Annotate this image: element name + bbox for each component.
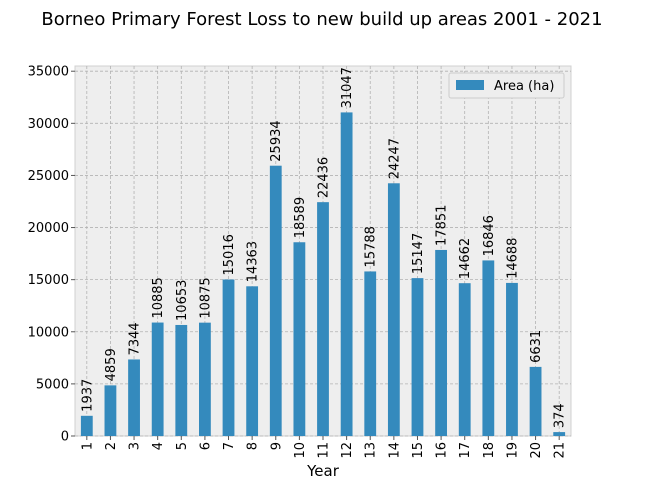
legend-label: Area (ha) — [494, 79, 554, 94]
bar — [482, 260, 495, 436]
data-label: 14688 — [505, 238, 520, 279]
legend-swatch — [456, 80, 484, 90]
x-tick-label: 16 — [435, 442, 450, 459]
bar — [364, 271, 377, 436]
x-tick-label: 6 — [198, 442, 213, 450]
data-label: 17851 — [435, 205, 450, 246]
data-label: 4859 — [104, 348, 119, 381]
bar — [222, 279, 235, 436]
x-tick-label: 21 — [553, 442, 568, 459]
x-axis: 1 2 3 4 5 6 7 8 9 10 11 12 13 14 15 16 17 18 19 20 21 — [80, 436, 568, 459]
data-label: 25934 — [269, 120, 284, 161]
data-label: 10885 — [151, 277, 166, 318]
y-tick-label: 20000 — [28, 221, 69, 236]
bar — [553, 432, 566, 436]
bar — [175, 324, 188, 436]
x-tick-label: 15 — [411, 442, 426, 459]
x-tick-label: 17 — [458, 442, 473, 459]
y-tick-label: 25000 — [28, 169, 69, 184]
bar — [104, 385, 117, 436]
data-label: 7344 — [128, 322, 143, 355]
bar — [151, 322, 164, 436]
x-tick-label: 4 — [151, 442, 166, 450]
x-tick-label: 10 — [293, 442, 308, 459]
data-label: 10875 — [198, 277, 213, 318]
data-label: 16846 — [482, 215, 497, 256]
bar — [246, 286, 259, 436]
data-label: 6631 — [529, 330, 544, 363]
bar — [506, 282, 518, 436]
data-label: 15147 — [411, 233, 426, 274]
x-tick-label: 20 — [529, 442, 544, 459]
data-label: 14662 — [458, 238, 473, 279]
data-label: 14363 — [246, 241, 261, 282]
x-tick-label: 18 — [482, 442, 497, 459]
x-tick-label: 13 — [364, 442, 379, 459]
y-tick-label: 30000 — [28, 117, 69, 132]
x-tick-label: 2 — [104, 442, 119, 450]
x-tick-label: 1 — [80, 442, 95, 450]
x-tick-label: 12 — [340, 442, 355, 459]
y-tick-label: 0 — [61, 430, 69, 445]
y-tick-label: 5000 — [36, 377, 69, 392]
y-axis: 0 5000 10000 15000 20000 25000 30000 35000 — [28, 65, 75, 445]
bar — [411, 278, 424, 436]
y-tick-label: 35000 — [28, 65, 69, 80]
y-tick-label: 15000 — [28, 273, 69, 288]
chart-title: Borneo Primary Forest Loss to new build … — [41, 9, 602, 30]
x-tick-label: 8 — [246, 442, 261, 450]
data-label: 22436 — [317, 157, 332, 198]
data-label: 15788 — [364, 226, 379, 267]
bar — [199, 322, 211, 436]
y-tick-label: 10000 — [28, 325, 69, 340]
x-tick-label: 19 — [505, 442, 520, 459]
bar — [340, 112, 353, 436]
data-label: 24247 — [387, 138, 402, 179]
data-label: 1937 — [80, 379, 95, 412]
data-labels: 1937 4859 7344 10885 10653 10875 15016 14363 259… — [80, 67, 567, 428]
bar — [293, 242, 306, 436]
bar — [317, 202, 329, 436]
bar — [435, 249, 447, 436]
x-tick-label: 3 — [128, 442, 143, 450]
x-tick-label: 9 — [269, 442, 284, 450]
bar — [529, 366, 542, 436]
bar — [387, 183, 400, 436]
data-label: 15016 — [222, 234, 237, 275]
legend-box — [448, 72, 565, 99]
x-tick-label: 7 — [222, 442, 237, 450]
bar — [269, 165, 282, 436]
data-label: 18589 — [293, 197, 308, 238]
legend: Area (ha) — [448, 72, 565, 99]
bar — [80, 415, 93, 436]
x-tick-label: 14 — [387, 442, 402, 459]
x-tick-label: 11 — [317, 442, 332, 459]
bar — [128, 359, 140, 436]
x-tick-label: 5 — [175, 442, 190, 450]
data-label: 10653 — [175, 280, 190, 321]
data-label: 31047 — [340, 67, 355, 108]
data-label: 374 — [553, 403, 568, 428]
bars — [80, 112, 566, 436]
bar — [458, 283, 471, 436]
x-axis-title: Year — [306, 462, 340, 480]
